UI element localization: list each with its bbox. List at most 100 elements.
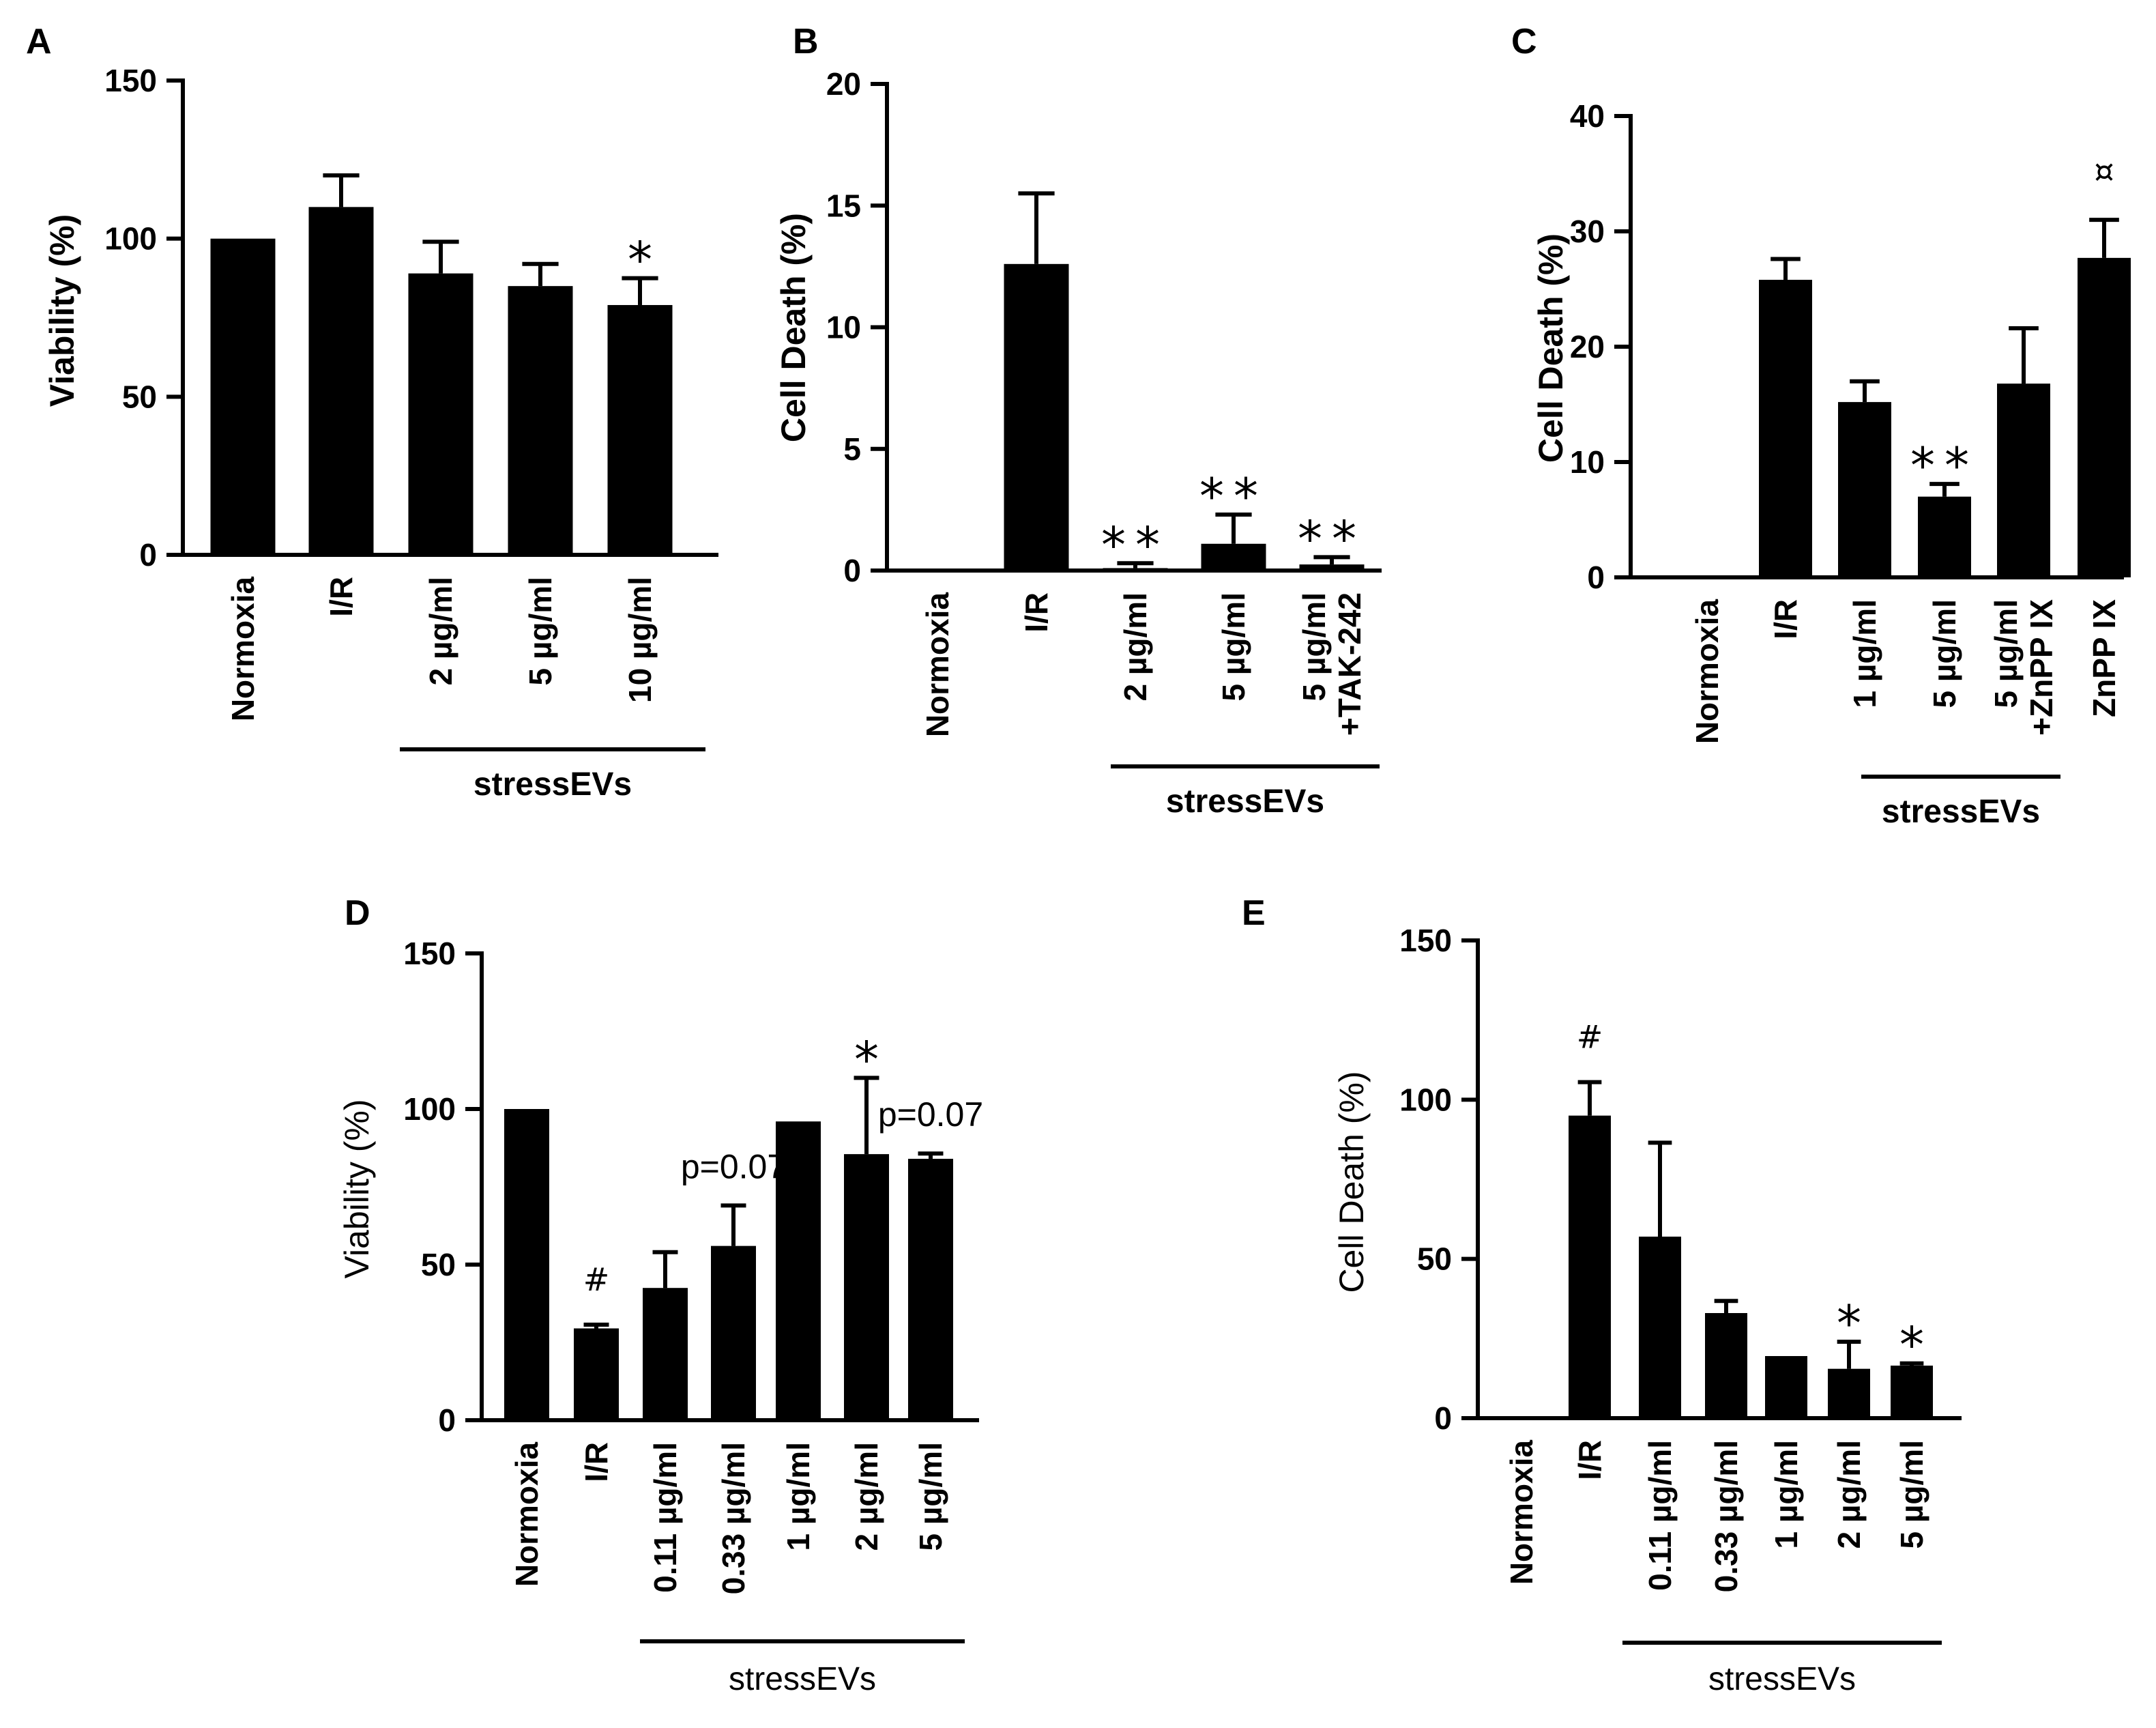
x-tick-label: 0.11 µg/ml <box>647 1442 683 1593</box>
y-axis-title: Cell Death (%) <box>774 213 813 442</box>
bar <box>2078 257 2131 577</box>
panel-e: E 0 50 100 150 Cell Death (%) Normoxia # I/R 0.11… <box>1242 893 1962 1697</box>
x-tick-label: 5 µg/ml <box>523 577 558 685</box>
x-tick-label: Normoxia <box>509 1442 544 1587</box>
y-tick-label: 20 <box>1570 329 1605 364</box>
bar <box>711 1245 756 1420</box>
group-label: stressEVs <box>1882 794 2040 830</box>
x-tick-label: 2 µg/ml <box>849 1442 884 1551</box>
bar <box>1004 263 1069 571</box>
y-tick-label: 100 <box>1399 1082 1452 1117</box>
bar <box>1569 1115 1611 1418</box>
bar <box>1828 1368 1870 1418</box>
x-tick-label: 0.33 µg/ml <box>716 1442 751 1594</box>
x-tick-label: 0.33 µg/ml <box>1708 1440 1744 1592</box>
significance-annotation: ** <box>1910 437 1979 494</box>
x-tick-label: 1 µg/ml <box>781 1442 816 1551</box>
significance-annotation: * <box>1837 1295 1861 1352</box>
y-axis-title: Cell Death (%) <box>1532 233 1570 463</box>
significance-annotation: * <box>854 1031 879 1088</box>
bar <box>776 1121 821 1420</box>
bar <box>1765 1356 1807 1418</box>
x-tick-label: 5 µg/ml <box>1988 599 2024 708</box>
y-axis-title: Viability (%) <box>338 1099 376 1278</box>
bar <box>508 286 573 555</box>
bar <box>1299 564 1365 571</box>
x-tick-label: 10 µg/ml <box>622 577 658 703</box>
significance-annotation: # <box>1577 1019 1603 1056</box>
significance-annotation: ** <box>1101 516 1169 573</box>
significance-annotation: # <box>583 1261 610 1298</box>
panel-letter: E <box>1242 893 1266 933</box>
x-tick-label: 0.11 µg/ml <box>1642 1440 1678 1591</box>
x-tick-label: Normoxia <box>1689 599 1725 745</box>
significance-annotation: p=0.07 <box>681 1147 786 1185</box>
y-tick-label: 15 <box>826 188 861 223</box>
x-tick-label: I/R <box>1019 592 1054 633</box>
x-tick-label: I/R <box>579 1442 614 1482</box>
x-tick-label: ZnPP IX <box>2086 599 2122 717</box>
bar <box>1838 402 1891 577</box>
x-tick-label: 2 µg/ml <box>1831 1440 1867 1549</box>
y-tick-label: 150 <box>1399 923 1452 958</box>
group-label: stressEVs <box>729 1661 876 1697</box>
significance-annotation: * <box>1899 1316 1924 1374</box>
bar <box>607 304 673 555</box>
y-tick-label: 50 <box>1417 1241 1452 1277</box>
x-tick-label: Normoxia <box>225 577 261 722</box>
y-tick-label: 10 <box>826 310 861 345</box>
panel-letter: B <box>793 22 819 61</box>
y-tick-label: 20 <box>826 66 861 102</box>
y-tick-label: 0 <box>1434 1400 1452 1436</box>
y-axis-title: Cell Death (%) <box>1332 1071 1371 1293</box>
bar <box>210 238 276 555</box>
bar <box>643 1288 688 1420</box>
bar <box>1891 1366 1933 1418</box>
panel-b: B 0 5 10 15 20 Cell Death (%) Normoxia I/R ** 2 µg… <box>774 22 1382 820</box>
bar <box>1639 1237 1681 1418</box>
group-label: stressEVs <box>474 766 632 803</box>
panel-letter: D <box>345 893 370 933</box>
group-label: stressEVs <box>1708 1661 1856 1697</box>
y-tick-label: 0 <box>843 553 861 588</box>
x-tick-label: 5 µg/ml <box>1296 592 1332 701</box>
bar <box>1705 1313 1747 1418</box>
bar <box>1201 543 1266 571</box>
y-tick-label: 0 <box>1587 560 1605 595</box>
x-tick-label: +TAK-242 <box>1332 592 1367 736</box>
y-tick-label: 150 <box>403 936 456 971</box>
y-tick-label: 100 <box>403 1091 456 1127</box>
y-axis-title: Viability (%) <box>43 214 81 407</box>
bar <box>504 1109 549 1420</box>
x-tick-label: 5 µg/ml <box>1927 599 1962 708</box>
bar <box>844 1154 889 1420</box>
significance-annotation: * <box>628 231 652 289</box>
bar <box>1759 279 1812 577</box>
y-tick-label: 5 <box>843 431 861 467</box>
panel-letter: C <box>1511 22 1537 61</box>
y-tick-label: 0 <box>139 537 157 573</box>
bar <box>908 1158 953 1420</box>
x-tick-label: 5 µg/ml <box>1216 592 1251 701</box>
y-tick-label: 50 <box>421 1247 456 1282</box>
x-tick-label: I/R <box>1572 1440 1607 1480</box>
group-label: stressEVs <box>1166 783 1324 820</box>
y-tick-label: 10 <box>1570 444 1605 480</box>
x-tick-label: 2 µg/ml <box>423 577 458 685</box>
panel-a: A 0 50 100 150 Viability (%) Normoxia I/R 2 µg/m… <box>26 22 718 803</box>
x-tick-label: 5 µg/ml <box>1894 1440 1929 1549</box>
x-tick-label: I/R <box>323 577 359 617</box>
x-tick-label: 1 µg/ml <box>1847 599 1882 708</box>
y-tick-label: 50 <box>122 379 157 414</box>
x-tick-label: 5 µg/ml <box>913 1442 948 1551</box>
bar <box>408 273 474 555</box>
panel-c: C 0 10 20 30 40 Cell Death (%) Normoxia I/R 1 µg/… <box>1511 22 2131 830</box>
bar <box>1918 496 1971 577</box>
bar <box>1103 568 1168 571</box>
x-tick-label: 2 µg/ml <box>1118 592 1153 701</box>
x-tick-label: Normoxia <box>1504 1440 1539 1585</box>
x-tick-label: +ZnPP IX <box>2024 599 2059 736</box>
x-tick-label: Normoxia <box>920 592 955 738</box>
significance-annotation: p=0.07 <box>878 1095 983 1134</box>
